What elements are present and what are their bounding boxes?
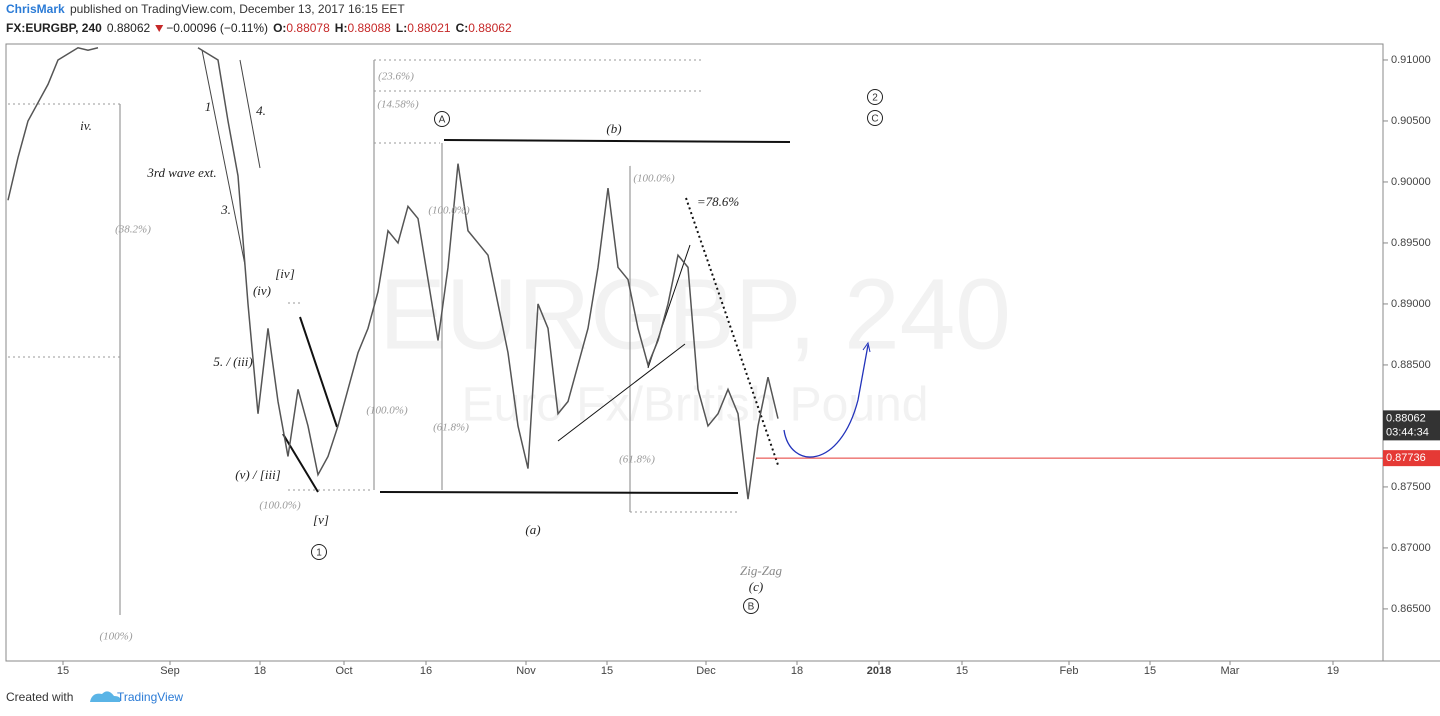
annotation: (23.6%) [378,71,414,83]
ohlc-value: 0.88021 [407,21,451,35]
x-tick-label: Dec [696,665,716,677]
wave-label: B [748,602,755,613]
drawing-line [379,491,739,494]
annotation: [v] [313,512,329,527]
annotation: (100.0%) [428,205,470,217]
wave-circle [743,598,759,614]
wave-circle [867,89,883,105]
red-label-bg [1383,450,1440,467]
x-tick-label: Oct [335,665,352,677]
wave-label: 1 [316,548,322,559]
ohlc-label: C: [456,21,469,35]
wave-circle [434,111,450,127]
y-tick-label: 0.90500 [1391,115,1431,127]
projection [783,344,869,458]
y-tick-label: 0.86500 [1391,603,1431,615]
wave-circle [867,110,883,126]
annotation: (100.0%) [259,500,301,512]
x-tick-label: 15 [1144,665,1156,677]
annotation: (100.0%) [366,405,408,417]
drawing-line [685,197,779,466]
annotation: iv. [80,118,92,133]
projection-head [862,341,871,353]
wave-label: C [871,114,878,125]
annotation: (b) [606,121,621,136]
y-tick-label: 0.87500 [1391,481,1431,493]
ohlc-label: O: [273,21,286,35]
x-tick-label: Sep [160,665,180,677]
drawing-line [557,343,686,442]
x-tick-label: 15 [956,665,968,677]
annotation: =78.6% [697,194,740,209]
symbol: FX:EURGBP, 240 [6,21,102,35]
annotation: (100%) [100,631,133,643]
annotation: (14.58%) [377,99,419,111]
ohlc-value: 0.88078 [286,21,330,35]
annotation: (v) / [iii] [235,467,281,482]
annotation: (38.2%) [115,224,151,236]
ohlc-value: 0.88062 [468,21,512,35]
footer-brand[interactable]: TradingView [117,690,183,704]
annotation: 3. [220,202,231,217]
drawing-line [299,316,338,428]
x-tick-label: 2018 [867,665,891,677]
annotation: 4. [256,103,266,118]
annotation: 3rd wave ext. [146,165,216,180]
countdown: 03:44:34 [1386,426,1429,438]
author[interactable]: ChrisMark [6,2,65,16]
annotation: 1 [205,99,212,114]
annotation: [iv] [275,266,295,281]
logo [90,691,121,702]
annotation: (100.0%) [633,173,675,185]
x-tick-label: 16 [420,665,432,677]
y-tick-label: 0.90000 [1391,176,1431,188]
drawing-line [239,59,261,169]
annotation: (iv) [253,283,271,298]
last: 0.88062 [107,21,151,35]
ohlc-label: H: [335,21,348,35]
x-tick-label: 19 [1327,665,1339,677]
down-arrow [155,25,164,32]
last-label: 0.88062 [1386,412,1426,424]
drawing-line [201,49,246,266]
y-tick-label: 0.91000 [1391,54,1431,66]
ohlc-value: 0.88088 [347,21,391,35]
x-tick-label: Mar [1221,665,1240,677]
ohlc-label: L: [396,21,407,35]
wave-label: A [439,115,446,126]
x-tick-label: Nov [516,665,536,677]
annotation: 5. / (iii) [213,354,252,369]
annotation: (61.8%) [619,454,655,466]
price-line [7,46,779,500]
wave-label: 2 [872,93,878,104]
annotation: Zig-Zag [740,563,782,578]
wave-circle [311,544,327,560]
y-tick-label: 0.89500 [1391,237,1431,249]
red-label: 0.87736 [1386,452,1426,464]
x-tick-label: 15 [601,665,613,677]
annotation: (61.8%) [433,422,469,434]
y-tick-label: 0.89000 [1391,298,1431,310]
footer-created: Created with [6,690,73,704]
annotation: (c) [749,579,763,594]
y-tick-label: 0.88500 [1391,359,1431,371]
drawing-line [443,139,791,143]
y-tick-label: 0.87000 [1391,542,1431,554]
change: −0.00096 (−0.11%) [166,21,268,35]
published: published on TradingView.com, December 1… [70,2,405,16]
x-tick-label: 18 [791,665,803,677]
x-tick-label: Feb [1060,665,1079,677]
annotation: (a) [525,522,540,537]
last-bg [1383,410,1440,441]
drawing-line [282,433,319,493]
x-tick-label: 18 [254,665,266,677]
x-tick-label: 15 [57,665,69,677]
